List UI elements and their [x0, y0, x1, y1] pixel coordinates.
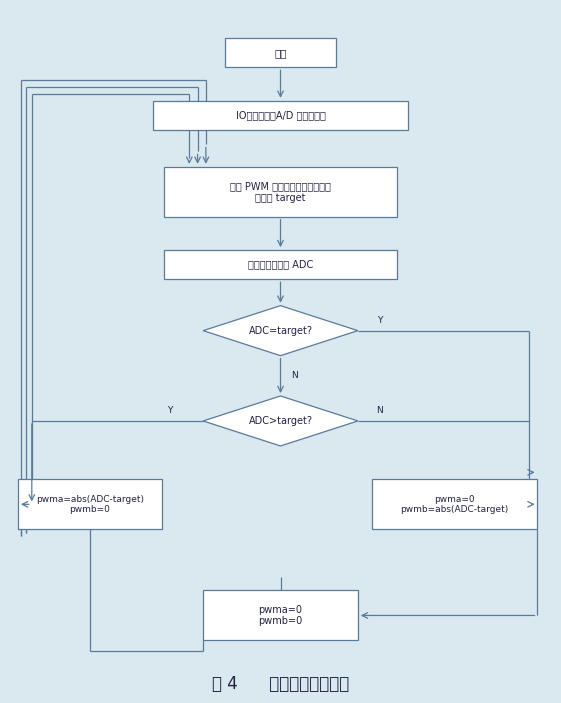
Text: N: N — [376, 406, 383, 415]
Text: pwma=abs(ADC-target)
pwmb=0: pwma=abs(ADC-target) pwmb=0 — [36, 495, 144, 514]
FancyBboxPatch shape — [153, 101, 408, 130]
FancyBboxPatch shape — [203, 591, 358, 640]
FancyBboxPatch shape — [372, 479, 537, 529]
FancyBboxPatch shape — [164, 250, 397, 279]
Text: pwma=0
pwmb=abs(ADC-target): pwma=0 pwmb=abs(ADC-target) — [401, 495, 509, 514]
Polygon shape — [203, 306, 358, 356]
Text: IO、定时器、A/D 转换初始化: IO、定时器、A/D 转换初始化 — [236, 110, 325, 120]
FancyBboxPatch shape — [225, 38, 336, 67]
Text: 读入 PWM 信号并将其转换为相应
的电压 target: 读入 PWM 信号并将其转换为相应 的电压 target — [230, 181, 331, 202]
Text: 开始: 开始 — [274, 48, 287, 58]
Text: ADC>target?: ADC>target? — [249, 416, 312, 426]
Text: Y: Y — [378, 316, 383, 325]
Text: 图 4      舐机的控制流程图: 图 4 舐机的控制流程图 — [212, 675, 349, 692]
Text: pwma=0
pwmb=0: pwma=0 pwmb=0 — [259, 605, 302, 626]
FancyBboxPatch shape — [164, 167, 397, 217]
Polygon shape — [203, 396, 358, 446]
Text: N: N — [291, 371, 298, 380]
Text: 读电位器电压值 ADC: 读电位器电压值 ADC — [248, 259, 313, 270]
FancyBboxPatch shape — [18, 479, 162, 529]
Text: Y: Y — [167, 406, 173, 415]
Text: ADC=target?: ADC=target? — [249, 325, 312, 335]
